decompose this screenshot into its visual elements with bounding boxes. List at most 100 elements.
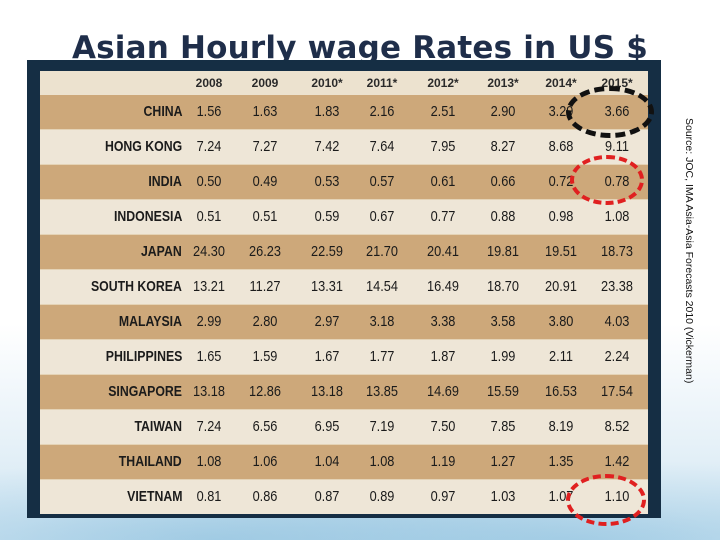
wage-cell: 15.59 (487, 383, 519, 400)
wage-cell: 7.24 (196, 418, 222, 435)
wage-cell: 1.04 (314, 453, 340, 470)
source-note: Source: JOC, IMA Asia-Asia Forecasts 201… (683, 118, 697, 438)
wage-cell: 7.27 (252, 138, 278, 155)
wage-cell: 2.99 (196, 313, 222, 330)
table-row: TAIWAN 7.24 6.56 6.95 7.19 7.50 7.85 8.19 8.52 (40, 410, 648, 444)
wage-cell: 19.81 (487, 243, 519, 260)
wage-cell: 0.67 (369, 208, 395, 225)
highlight-vietnam-2015 (566, 474, 646, 526)
wage-cell: 13.31 (311, 278, 343, 295)
wage-cell: 9.11 (605, 138, 629, 155)
source-text: Source: JOC, IMA Asia-Asia Forecasts 201… (683, 118, 695, 384)
wage-cell: 19.51 (545, 243, 577, 260)
wage-cell: 0.81 (196, 488, 222, 505)
wage-cell: 12.86 (249, 383, 281, 400)
wage-cell: 2.90 (490, 103, 516, 120)
wage-cell: 23.38 (601, 278, 633, 295)
wage-cell: 0.49 (252, 173, 278, 190)
wage-cell: 1.77 (369, 348, 395, 365)
wage-cell: 0.88 (490, 208, 516, 225)
wage-cell: 1.99 (490, 348, 516, 365)
wage-cell: 16.53 (545, 383, 577, 400)
wage-cell: 7.50 (430, 418, 456, 435)
wage-cell: 1.03 (490, 488, 516, 505)
wage-cell: 14.69 (427, 383, 459, 400)
country-label: MALAYSIA (118, 313, 182, 330)
wage-cell: 18.70 (487, 278, 519, 295)
wage-cell: 0.51 (196, 208, 222, 225)
table-row: JAPAN 24.30 26.23 22.59 21.70 20.41 19.81 19.51… (40, 235, 648, 269)
wage-cell: 3.80 (548, 313, 574, 330)
wage-cell: 1.42 (604, 453, 630, 470)
wage-cell: 3.58 (490, 313, 516, 330)
wage-cell: 0.77 (430, 208, 456, 225)
year-header-3: 2011* (366, 76, 398, 90)
wage-cell: 0.87 (314, 488, 340, 505)
table-row: INDONESIA 0.51 0.51 0.59 0.67 0.77 0.88 0.98 1.0… (40, 200, 648, 234)
country-label: SOUTH KOREA (91, 278, 182, 295)
wage-cell: 1.08 (604, 208, 630, 225)
wage-cell: 3.38 (430, 313, 456, 330)
wage-cell: 1.08 (196, 453, 222, 470)
wage-cell: 1.63 (252, 103, 278, 120)
wage-cell: 8.27 (490, 138, 516, 155)
wage-cell: 8.19 (548, 418, 574, 435)
country-label: INDONESIA (113, 208, 182, 225)
year-header-row: 2008 2009 2010* 2011* 2012* 2013* 2014* 2015* (40, 71, 648, 95)
wage-cell: 0.72 (548, 173, 574, 190)
wage-cell: 0.59 (314, 208, 340, 225)
year-header-4: 2012* (427, 76, 459, 90)
wage-cell: 22.59 (311, 243, 343, 260)
table-row: HONG KONG 7.24 7.27 7.42 7.64 7.95 8.27 8.68 9.1… (40, 130, 648, 164)
wage-cell: 1.27 (490, 453, 516, 470)
highlight-china-2015 (566, 86, 654, 138)
wage-cell: 2.97 (314, 313, 340, 330)
wage-cell: 21.70 (366, 243, 398, 260)
table-row: MALAYSIA 2.99 2.80 2.97 3.18 3.38 3.58 3.80 4.03 (40, 305, 648, 339)
wage-cell: 1.83 (314, 103, 340, 120)
wage-cell: 16.49 (427, 278, 459, 295)
country-label: HONG KONG (104, 138, 182, 155)
wage-cell: 7.19 (369, 418, 395, 435)
year-header-0: 2008 (195, 76, 223, 90)
wage-cell: 8.68 (548, 138, 574, 155)
wage-cell: 13.18 (193, 383, 225, 400)
wage-cell: 7.24 (196, 138, 222, 155)
wage-cell: 7.95 (430, 138, 456, 155)
country-label: THAILAND (119, 453, 182, 470)
table-row: SOUTH KOREA 13.21 11.27 13.31 14.54 16.49 18.7… (40, 270, 648, 304)
wage-cell: 20.41 (427, 243, 459, 260)
wage-cell: 2.80 (252, 313, 278, 330)
wage-cell: 2.24 (604, 348, 630, 365)
country-label: VIETNAM (126, 488, 182, 505)
country-label: JAPAN (141, 243, 182, 260)
wage-cell: 0.61 (430, 173, 456, 190)
wage-cell: 7.42 (314, 138, 340, 155)
year-header-5: 2013* (487, 76, 519, 90)
wage-cell: 24.30 (193, 243, 225, 260)
wage-cell: 2.11 (549, 348, 573, 365)
wage-cell: 2.51 (430, 103, 456, 120)
wage-cell: 1.19 (430, 453, 456, 470)
wage-cell: 1.06 (252, 453, 278, 470)
wage-cell: 1.56 (196, 103, 222, 120)
wage-cell: 14.54 (366, 278, 398, 295)
wage-cell: 1.65 (196, 348, 222, 365)
wage-cell: 6.56 (252, 418, 278, 435)
wage-cell: 0.86 (252, 488, 278, 505)
wage-cell: 18.73 (601, 243, 633, 260)
wage-cell: 13.85 (366, 383, 398, 400)
wage-cell: 0.57 (369, 173, 395, 190)
wage-cell: 0.51 (252, 208, 278, 225)
wage-cell: 1.67 (314, 348, 340, 365)
wage-cell: 6.95 (314, 418, 340, 435)
wage-cell: 8.52 (604, 418, 630, 435)
highlight-india-2015 (570, 155, 644, 205)
year-header-2: 2010* (311, 76, 343, 90)
wage-cell: 20.91 (545, 278, 577, 295)
wage-cell: 13.18 (311, 383, 343, 400)
wage-cell: 0.98 (548, 208, 574, 225)
wage-cell: 1.35 (548, 453, 574, 470)
country-label: CHINA (143, 103, 182, 120)
wage-cell: 17.54 (601, 383, 633, 400)
